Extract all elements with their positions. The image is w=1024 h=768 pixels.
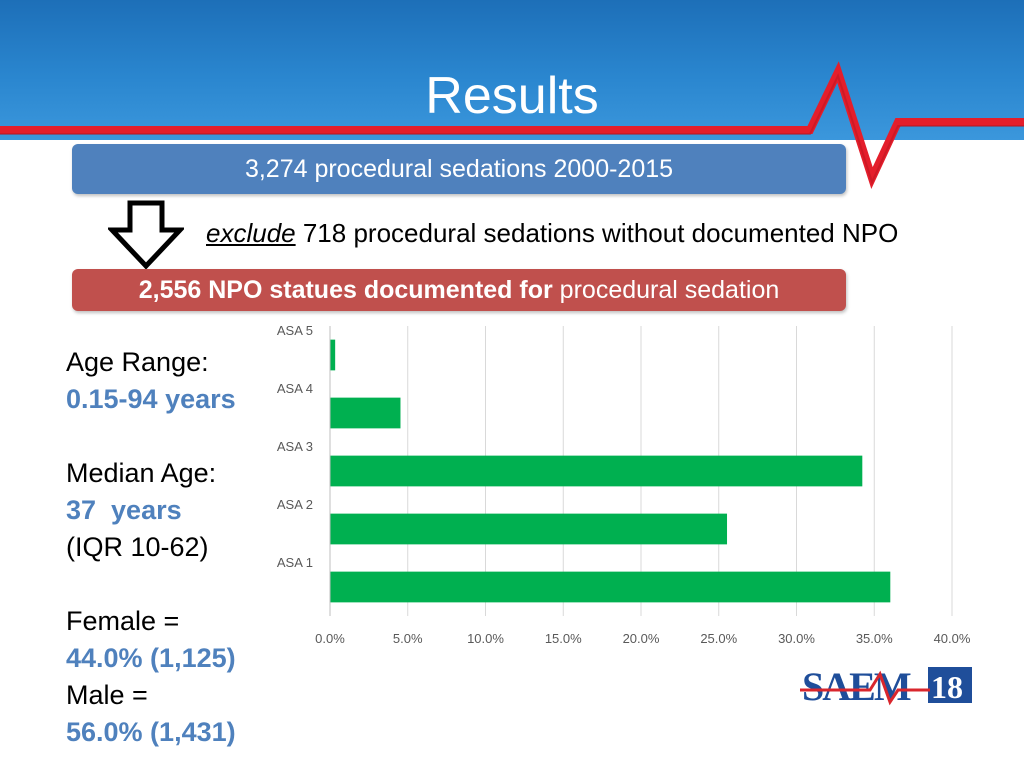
y-category-label: ASA 1 bbox=[277, 555, 313, 570]
age-range-label: Age Range: bbox=[66, 347, 209, 377]
male-value: 56.0% (1,431) bbox=[66, 717, 236, 747]
x-tick-label: 0.0% bbox=[315, 631, 345, 646]
npo-documented-box: 2,556 NPO statues documented for procedu… bbox=[72, 269, 846, 311]
male-label: Male = bbox=[66, 680, 148, 710]
iqr-value: (IQR 10-62) bbox=[66, 532, 209, 562]
svg-text:18: 18 bbox=[931, 669, 963, 705]
down-arrow-icon bbox=[108, 200, 184, 270]
bar-asa-5 bbox=[330, 339, 336, 371]
bar-asa-4 bbox=[330, 397, 401, 429]
x-tick-label: 35.0% bbox=[856, 631, 893, 646]
x-tick-label: 25.0% bbox=[700, 631, 737, 646]
median-age-value: 37 years bbox=[66, 495, 182, 525]
x-tick-label: 30.0% bbox=[778, 631, 815, 646]
y-category-label: ASA 4 bbox=[277, 381, 313, 396]
bar-asa-2 bbox=[330, 513, 728, 545]
exclusion-detail: 718 procedural sedations without documen… bbox=[295, 218, 899, 248]
demographics-panel: Age Range: 0.15-94 years Median Age: 37 … bbox=[66, 344, 266, 751]
exclude-keyword: exclude bbox=[206, 218, 296, 248]
x-tick-label: 20.0% bbox=[623, 631, 660, 646]
x-tick-label: 5.0% bbox=[393, 631, 423, 646]
exclusion-text: exclude 718 procedural sedations without… bbox=[206, 216, 898, 250]
bar-asa-1 bbox=[330, 571, 891, 603]
x-tick-label: 40.0% bbox=[934, 631, 971, 646]
slide-title: Results bbox=[425, 67, 599, 125]
npo-context-label: procedural sedation bbox=[552, 276, 780, 304]
y-category-label: ASA 2 bbox=[277, 497, 313, 512]
median-age-label: Median Age: bbox=[66, 458, 217, 488]
x-tick-label: 10.0% bbox=[467, 631, 504, 646]
bar-asa-3 bbox=[330, 455, 863, 487]
y-category-label: ASA 3 bbox=[277, 439, 313, 454]
saem18-logo: SAEM 18 bbox=[800, 664, 972, 708]
age-range-value: 0.15-94 years bbox=[66, 384, 236, 414]
npo-count-label: 2,556 NPO statues documented for bbox=[138, 276, 553, 304]
female-value: 44.0% (1,125) bbox=[66, 643, 236, 673]
x-tick-label: 15.0% bbox=[545, 631, 582, 646]
ekg-line-icon bbox=[0, 61, 1024, 189]
svg-text:SAEM: SAEM bbox=[802, 664, 911, 708]
total-sedations-box: 3,274 procedural sedations 2000-2015 bbox=[72, 144, 846, 194]
female-label: Female = bbox=[66, 606, 180, 636]
asa-class-bar-chart: 0.0% 5.0% 10.0% 15.0% 20.0% 25.0% 30.0% 35.0% 40… bbox=[277, 323, 971, 646]
y-category-label: ASA 5 bbox=[277, 323, 313, 338]
